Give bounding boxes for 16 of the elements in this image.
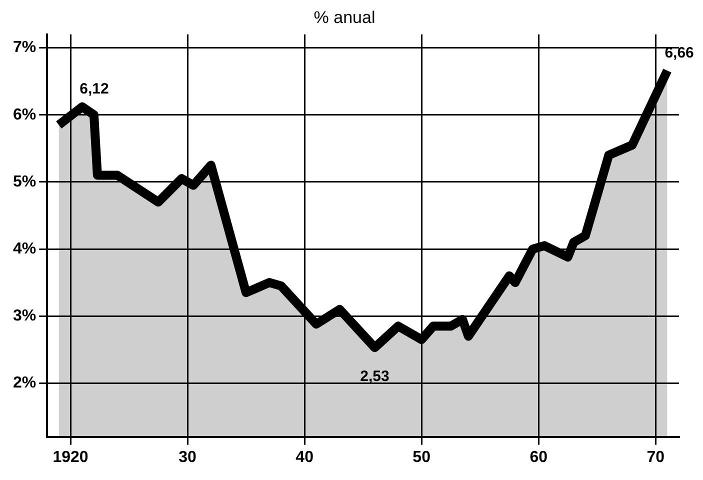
x-tick-label: 30: [178, 448, 197, 466]
annotation: 6,12: [80, 80, 109, 98]
x-tick-label: 70: [646, 448, 665, 466]
annotation: 6,66: [664, 44, 694, 62]
y-tick-label: 4%: [13, 240, 36, 258]
x-tick-label: 40: [296, 448, 314, 466]
y-tick-label: 3%: [13, 307, 36, 324]
y-tick-label: 6%: [13, 106, 36, 124]
x-tick-label: 50: [412, 448, 431, 466]
annotation: 2,53: [360, 368, 390, 386]
chart-title: % anual: [314, 8, 376, 27]
y-tick-label: 5%: [13, 173, 36, 190]
y-tick-label: 2%: [13, 374, 36, 392]
x-tick-label: 60: [530, 448, 548, 466]
x-tick-label: 1920: [52, 448, 88, 466]
y-tick-label: 7%: [13, 39, 36, 56]
